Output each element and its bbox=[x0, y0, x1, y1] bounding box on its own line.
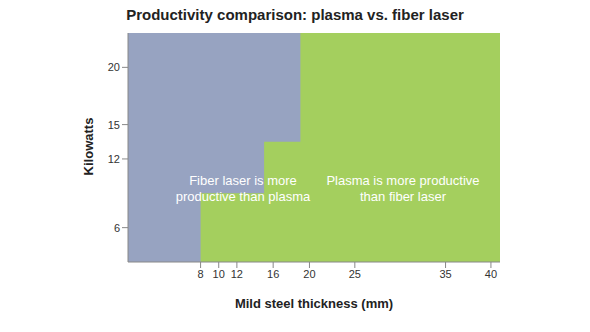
svg-text:12: 12 bbox=[231, 268, 243, 280]
svg-text:40: 40 bbox=[485, 268, 497, 280]
html-text:Productivity comparison: plasm: Productivity comparison: plasma vs. fibe… bbox=[126, 6, 464, 23]
svg-text:16: 16 bbox=[267, 268, 279, 280]
html-text:Fiber laser is more productive: Fiber laser is more productive than plas… bbox=[175, 173, 311, 204]
svg-text:35: 35 bbox=[439, 268, 451, 280]
svg-text:25: 25 bbox=[349, 268, 361, 280]
svg-text:10: 10 bbox=[213, 268, 225, 280]
svg-text:8: 8 bbox=[198, 268, 204, 280]
svg-text:15: 15 bbox=[108, 119, 120, 131]
svg-text:12: 12 bbox=[108, 153, 120, 165]
html-text:Kilowatts: Kilowatts bbox=[80, 117, 96, 175]
svg-text:6: 6 bbox=[114, 222, 120, 234]
svg-text:20: 20 bbox=[108, 61, 120, 73]
html-text:Plasma is more productive than: Plasma is more productive than fiber las… bbox=[326, 173, 480, 204]
html-text:Mild steel thickness (mm): Mild steel thickness (mm) bbox=[234, 296, 394, 311]
svg-text:20: 20 bbox=[303, 268, 315, 280]
